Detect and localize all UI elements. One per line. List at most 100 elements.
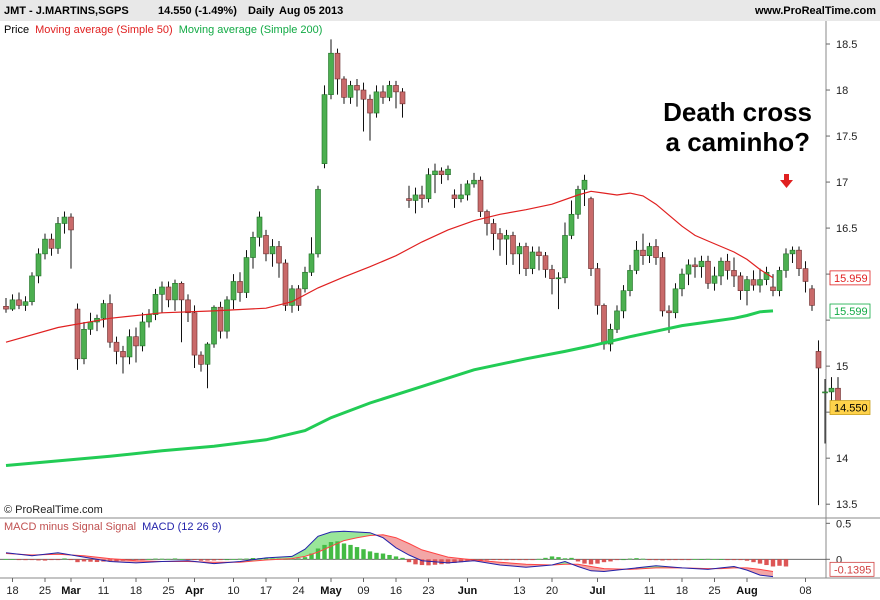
date-tick-label: 20 xyxy=(546,585,558,597)
macd-hist-bar xyxy=(322,544,327,560)
candle-down xyxy=(178,283,185,301)
macd-hist-bar xyxy=(770,559,776,567)
site-url[interactable]: www.ProRealTime.com xyxy=(754,5,876,17)
candle-up xyxy=(256,216,263,238)
macd-hist-bar xyxy=(146,558,152,560)
date-tick-label: Mar xyxy=(61,585,81,597)
candle-down xyxy=(601,305,607,345)
date-tick-label: 16 xyxy=(390,585,402,597)
candle-up xyxy=(9,299,16,310)
date-tick-label: 25 xyxy=(708,585,720,597)
candle-up xyxy=(614,310,620,330)
candle-up xyxy=(757,279,763,286)
macd-hist-bar xyxy=(23,559,28,561)
macd-hist-bar xyxy=(556,557,561,560)
macd-hist-bar xyxy=(406,559,412,563)
macd-fill xyxy=(344,531,351,541)
macd-tick-label: 0.5 xyxy=(836,518,851,530)
candle-up xyxy=(744,279,750,291)
macd-hist-bar xyxy=(543,557,548,560)
macd-hist-bar xyxy=(458,559,464,563)
macd-hist-bar xyxy=(211,559,217,561)
candle-up xyxy=(412,194,419,201)
candle-down xyxy=(393,85,399,93)
candle-down xyxy=(594,268,601,306)
macd-hist-bar xyxy=(608,559,613,562)
candle-up xyxy=(516,246,523,255)
macd-hist-bar xyxy=(562,558,568,560)
date-tick-label: 11 xyxy=(644,585,655,597)
candle-up xyxy=(711,275,718,284)
candle-up xyxy=(204,343,211,365)
price-tick-label: 17 xyxy=(836,177,848,189)
candle-down xyxy=(737,275,744,291)
price-axis-labels: 15.959 15.599 14.550 xyxy=(829,270,871,415)
macd-hist-bar xyxy=(744,559,750,561)
candlesticks xyxy=(3,39,841,506)
candle-up xyxy=(529,251,536,269)
candle-up xyxy=(61,216,68,224)
candle-up xyxy=(646,246,653,256)
macd-fill xyxy=(584,565,591,571)
price-label-box xyxy=(829,400,871,415)
macd-fill xyxy=(422,549,429,562)
macd-hist-bar xyxy=(205,559,210,561)
macd-hist-bar xyxy=(218,559,223,561)
price-tick-label: 17.5 xyxy=(836,131,857,143)
macd-hist-bar xyxy=(751,559,756,563)
date-tick-label: 17 xyxy=(260,585,272,597)
macd-hist-bar xyxy=(192,559,197,561)
macd-fill xyxy=(415,546,422,561)
moving-averages xyxy=(5,190,774,467)
price-change: 14.550 (-1.49%) xyxy=(158,5,237,17)
macd-hist-bar xyxy=(491,559,496,561)
candle-up xyxy=(22,301,29,306)
macd-tick-label: 0 xyxy=(836,554,842,566)
candle-up xyxy=(432,170,438,176)
candle-up xyxy=(672,288,679,314)
price-tick-label: 18 xyxy=(836,85,848,97)
macd-hist-bar xyxy=(341,543,347,560)
candle-up xyxy=(471,179,477,185)
candle-down xyxy=(419,194,425,199)
candle-down xyxy=(133,336,139,347)
macd-hist-bar xyxy=(640,558,646,560)
candle-up xyxy=(42,238,48,255)
candle-down xyxy=(640,249,646,256)
candle-down xyxy=(536,251,542,256)
candle-up xyxy=(464,183,471,196)
macd-hist-bar xyxy=(757,559,763,564)
macd-hist-bar xyxy=(75,559,80,563)
macd-hist-bar xyxy=(387,554,392,560)
candle-down xyxy=(263,235,269,255)
macd-hist-bar xyxy=(621,559,626,561)
candle-up xyxy=(152,294,159,315)
candle-up xyxy=(269,246,276,255)
date-tick-label: 18 xyxy=(6,585,18,597)
candle-up xyxy=(822,391,828,394)
ma200-line xyxy=(5,309,774,467)
macd-hist-bar xyxy=(647,559,652,561)
macd-hist-bar xyxy=(263,558,269,560)
candle-down xyxy=(107,303,113,343)
candle-up xyxy=(302,271,308,290)
price-tick-label: 14 xyxy=(836,453,848,465)
candle-up xyxy=(789,249,796,255)
date-tick-label: 25 xyxy=(39,585,51,597)
candle-up xyxy=(386,85,393,98)
macd-hist-bar xyxy=(549,556,555,560)
date-tick-label: 24 xyxy=(292,585,304,597)
macd-hist-bar xyxy=(679,559,685,561)
candle-down xyxy=(74,308,81,360)
candle-down xyxy=(354,85,360,91)
candle-up xyxy=(562,235,568,279)
candle-up xyxy=(685,264,692,275)
macd-fill xyxy=(766,570,773,577)
macd-hist-bar xyxy=(426,559,431,566)
macd-hist-bar xyxy=(231,559,236,560)
macd-hist-bar xyxy=(478,559,483,561)
price-tick-label: 18.5 xyxy=(836,39,857,51)
candle-up xyxy=(607,329,614,345)
macd-hist-bar xyxy=(497,559,503,561)
candle-up xyxy=(146,314,152,323)
